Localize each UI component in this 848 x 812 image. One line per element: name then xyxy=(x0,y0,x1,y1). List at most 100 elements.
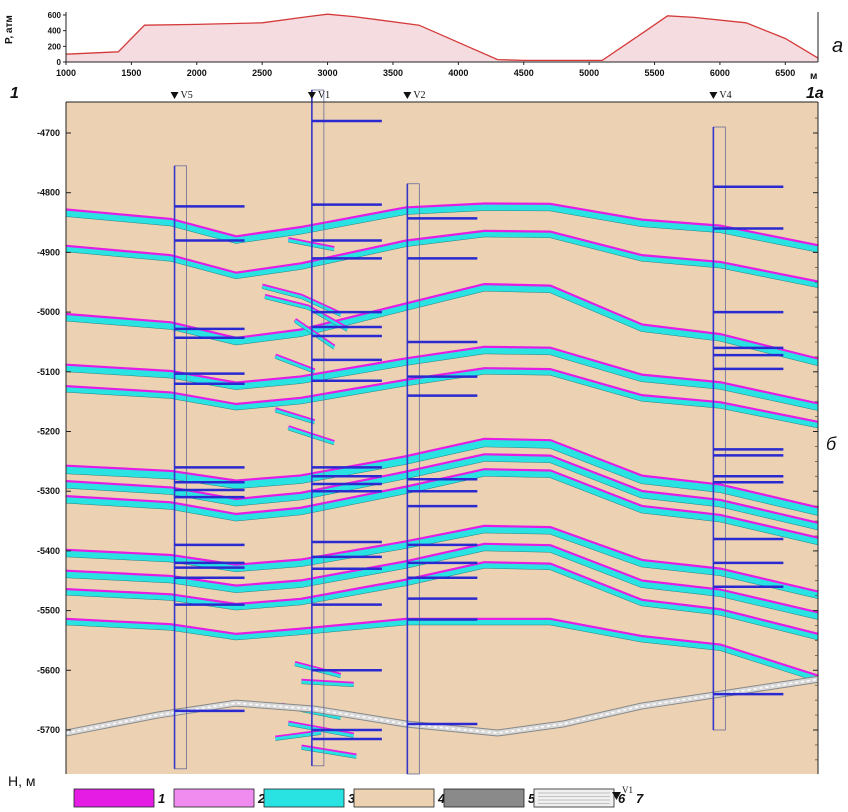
lens-13-edge xyxy=(275,734,322,741)
pressure-line xyxy=(65,13,819,62)
distance-tick-label: 4500 xyxy=(514,68,534,78)
lens-2-edge xyxy=(264,298,348,332)
pressure-y-ticks: 600 400 200 0 xyxy=(48,11,66,67)
panel-letter-b: б xyxy=(826,434,837,454)
section-panel: -4700 -4800 -4900 -5000 -5100 -5200 -5300 -5400… xyxy=(8,85,837,789)
distance-tick-label: 2000 xyxy=(187,68,207,78)
depth-tick-label: -4900 xyxy=(37,247,60,257)
legend-well-marker-icon xyxy=(612,792,621,800)
layer-8-edge xyxy=(65,476,819,546)
depth-tick-label: -5000 xyxy=(37,307,60,317)
depth-tick-label: -5500 xyxy=(37,606,60,616)
pressure-area xyxy=(66,14,818,62)
depth-tick-label: -5400 xyxy=(37,546,60,556)
legend-well-marker-label: V1 xyxy=(622,785,633,795)
legend-swatch-1 xyxy=(73,788,155,808)
depth-tick-label: -5200 xyxy=(37,427,60,437)
layer-10 xyxy=(65,544,819,620)
pressure-tick-label: 200 xyxy=(48,42,62,51)
lens-4-edge xyxy=(275,411,315,425)
layer-6 xyxy=(65,439,819,516)
well-marker-icon-V4 xyxy=(709,92,718,99)
pressure-tick-label: 600 xyxy=(48,11,62,20)
panel-letter-a: а xyxy=(832,35,843,57)
lens-9-edge xyxy=(301,683,354,688)
distance-tick-label: 3000 xyxy=(318,68,338,78)
legend-item-label: 5 xyxy=(528,791,536,806)
legend-swatch-2 xyxy=(173,788,255,808)
layer-1 xyxy=(65,204,819,253)
distance-tick-label: 2500 xyxy=(252,68,272,78)
legend-item-label: 6 xyxy=(618,791,626,806)
layer-1-edge xyxy=(65,210,819,253)
layer-12-edge xyxy=(65,624,819,683)
distance-tick-label: 6500 xyxy=(775,68,795,78)
lens-4 xyxy=(274,409,315,425)
distance-tick-label: 1500 xyxy=(121,68,141,78)
well-name-V1: V1 xyxy=(318,90,330,101)
lens-1 xyxy=(261,285,342,317)
distance-unit: м xyxy=(810,71,817,82)
depth-tick-label: -5100 xyxy=(37,367,60,377)
lens-3-edge xyxy=(275,358,315,374)
layer-4 xyxy=(65,347,819,411)
well-name-V4: V4 xyxy=(719,90,731,101)
distance-x-ticks: 1000 1500 2000 2500 3000 3500 4000 4500 5000 5500… xyxy=(56,62,795,78)
lens-2 xyxy=(264,295,348,332)
lens-12 xyxy=(301,746,357,759)
lens-12-edge xyxy=(301,749,357,759)
distance-tick-label: 6000 xyxy=(710,68,730,78)
depth-tick-label: -4800 xyxy=(37,188,60,198)
pressure-tick-label: 400 xyxy=(48,27,62,36)
wells xyxy=(173,89,784,775)
legend-swatch-6 xyxy=(533,788,615,808)
well-name-V5: V5 xyxy=(181,90,193,101)
legend-item-label: 2 xyxy=(257,791,266,806)
pressure-tick-label: 0 xyxy=(57,58,62,67)
layer-2-edge xyxy=(65,236,819,288)
lens-9 xyxy=(301,680,354,687)
well-marker-icon-V1 xyxy=(307,92,316,99)
legend-swatch-4 xyxy=(353,788,435,808)
layer-7-edge xyxy=(65,461,819,531)
distance-tick-label: 5000 xyxy=(579,68,599,78)
layer-3 xyxy=(65,285,819,366)
legend-item-label: 1 xyxy=(158,791,165,806)
depth-tick-label: -4700 xyxy=(37,128,60,138)
legend-swatch-3 xyxy=(263,788,345,808)
depth-right-ticks xyxy=(813,117,818,761)
distance-tick-label: 5500 xyxy=(645,68,665,78)
well-marker-icon-V2 xyxy=(403,92,412,99)
layer-11 xyxy=(65,563,819,640)
depth-tick-label: -5700 xyxy=(37,725,60,735)
distance-tick-label: 4000 xyxy=(448,68,468,78)
lens-13 xyxy=(275,731,322,741)
legend-swatch-5 xyxy=(443,788,525,808)
section-background xyxy=(66,102,818,774)
lens-7 xyxy=(293,319,336,350)
section-start-label: 1 xyxy=(10,85,19,102)
well-markers: V5 V1 V2 V4 xyxy=(170,90,732,101)
distance-tick-label: 3500 xyxy=(383,68,403,78)
layer-6-edge xyxy=(65,446,819,516)
legend-item-label: 4 xyxy=(437,791,446,806)
section-end-label: 1а xyxy=(806,85,824,102)
well-name-V2: V2 xyxy=(413,90,425,101)
layer-12 xyxy=(65,620,819,682)
legend-item-label: 3 xyxy=(348,791,356,806)
pressure-axis-label: P, атм xyxy=(4,15,15,44)
layer-10-edge xyxy=(65,550,819,620)
well-marker-icon-V5 xyxy=(170,92,179,99)
depth-tick-label: -5600 xyxy=(37,665,60,675)
depth-tick-label: -5300 xyxy=(37,486,60,496)
lens-1-edge xyxy=(262,288,341,317)
lens-11-edge xyxy=(288,725,354,738)
layer-5-edge xyxy=(65,374,819,429)
bottom-layer-hatch xyxy=(65,678,819,734)
lens-8-edge xyxy=(294,665,341,679)
legend-item-label: 7 xyxy=(636,791,644,806)
distance-tick-label: 1000 xyxy=(56,68,76,78)
